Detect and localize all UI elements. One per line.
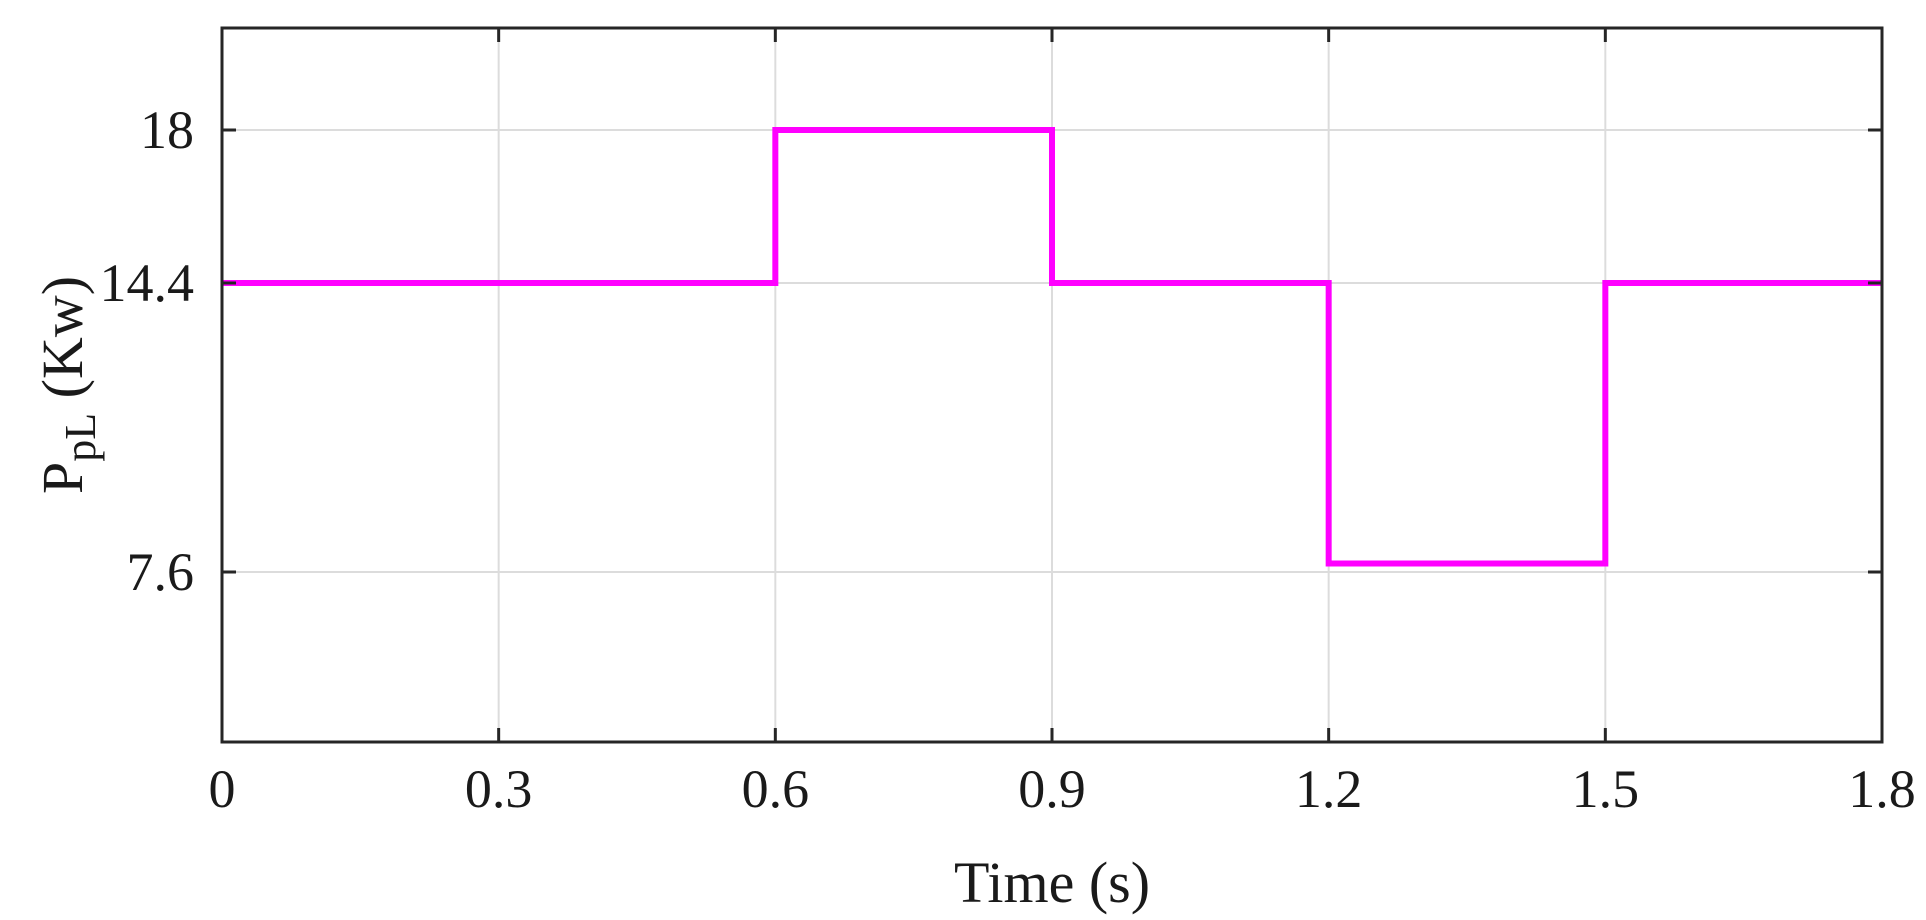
x-tick-label: 1.2 bbox=[1295, 759, 1363, 819]
x-tick-label: 1.5 bbox=[1572, 759, 1640, 819]
x-tick-label: 0.3 bbox=[465, 759, 533, 819]
x-tick-label: 0.9 bbox=[1018, 759, 1086, 819]
y-tick-label: 18 bbox=[140, 100, 194, 160]
y-axis-title-unit: (Kw) bbox=[30, 276, 95, 413]
y-axis-title: PpL (Kw) bbox=[30, 276, 105, 494]
x-tick-label: 1.8 bbox=[1848, 759, 1916, 819]
series-layer bbox=[222, 127, 1882, 567]
y-tick-label: 7.6 bbox=[127, 542, 195, 602]
x-tick-label: 0.6 bbox=[742, 759, 810, 819]
tick-labels: 0 0.3 0.6 0.9 1.2 1.5 1.8 7.6 14.4 18 bbox=[100, 100, 1916, 819]
y-axis-title-subscript: pL bbox=[56, 413, 105, 462]
x-axis-title: Time (s) bbox=[954, 850, 1150, 915]
x-tick-label: 0 bbox=[209, 759, 236, 819]
series-line bbox=[222, 127, 1882, 567]
y-axis-title-main: P bbox=[30, 462, 95, 494]
y-tick-label: 14.4 bbox=[100, 253, 195, 313]
ticks bbox=[220, 28, 1884, 742]
